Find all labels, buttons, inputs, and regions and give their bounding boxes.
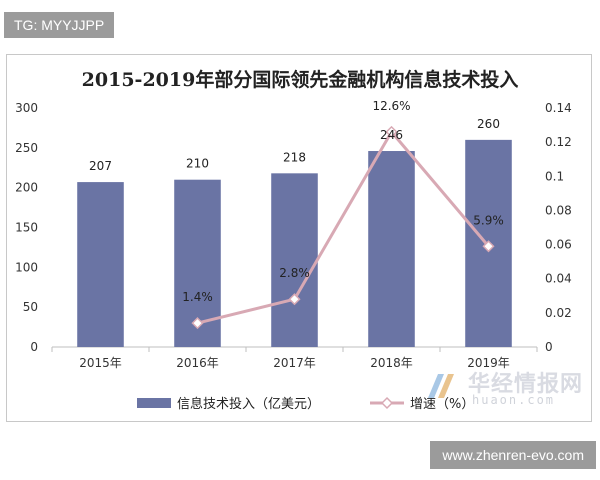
y-left-tick-label: 50 (23, 300, 38, 314)
top-watermark-tag: TG: MYYJJPP (4, 12, 115, 38)
chart-frame (6, 54, 592, 422)
x-tick-label: 2019年 (467, 356, 510, 370)
bar-value-label: 210 (186, 157, 209, 171)
growth-value-label: 12.6% (372, 99, 410, 113)
bar-value-label: 207 (89, 159, 112, 173)
huaon-watermark: 华经情报网 huaon.com (426, 366, 596, 410)
growth-line (197, 130, 490, 325)
watermark-cn-text: 华经情报网 (468, 372, 584, 397)
y-left-tick-label: 100 (15, 260, 38, 274)
y-right-tick-label: 0.12 (545, 135, 572, 149)
growth-value-label: 5.9% (473, 213, 504, 227)
y-left-tick-label: 200 (15, 181, 38, 195)
y-left-tick-label: 150 (15, 221, 38, 235)
bar-value-label: 246 (380, 128, 403, 142)
y-left-tick-label: 0 (30, 340, 38, 354)
bar (368, 151, 415, 347)
y-left-tick-label: 300 (15, 101, 38, 115)
chart-title: 2015-2019年部分国际领先金融机构信息技术投入 (82, 68, 519, 91)
watermark-en-text: huaon.com (472, 393, 556, 407)
y-left-tick-label: 250 (15, 141, 38, 155)
y-right-tick-label: 0.14 (545, 101, 572, 115)
y-right-tick-label: 0.02 (545, 306, 572, 320)
y-right-tick-label: 0.08 (545, 203, 572, 217)
legend-swatch-marker (380, 396, 394, 410)
x-tick-label: 2017年 (273, 356, 316, 370)
growth-value-label: 2.8% (279, 266, 310, 280)
x-tick-label: 2018年 (370, 356, 413, 370)
bar-value-label: 260 (477, 117, 500, 131)
bottom-watermark-tag: www.zhenren-evo.com (430, 441, 596, 469)
growth-point (288, 293, 301, 306)
y-right-tick-label: 0.04 (545, 272, 572, 286)
y-right-tick-label: 0 (545, 340, 553, 354)
bar (77, 182, 124, 347)
legend-label-line: 增速（%） (410, 397, 474, 412)
legend-swatch-bar (137, 398, 171, 408)
bar (271, 173, 318, 347)
y-right-tick-label: 0.1 (545, 169, 564, 183)
growth-point (385, 125, 398, 138)
growth-point (191, 317, 204, 330)
x-tick-label: 2016年 (176, 356, 219, 370)
growth-point (482, 240, 495, 253)
y-right-tick-label: 0.06 (545, 238, 572, 252)
growth-value-label: 1.4% (182, 290, 213, 304)
x-tick-label: 2015年 (79, 356, 122, 370)
huaon-logo-icon (428, 374, 454, 398)
legend-label-bar: 信息技术投入（亿美元） (177, 396, 320, 412)
bar-value-label: 218 (283, 150, 306, 164)
